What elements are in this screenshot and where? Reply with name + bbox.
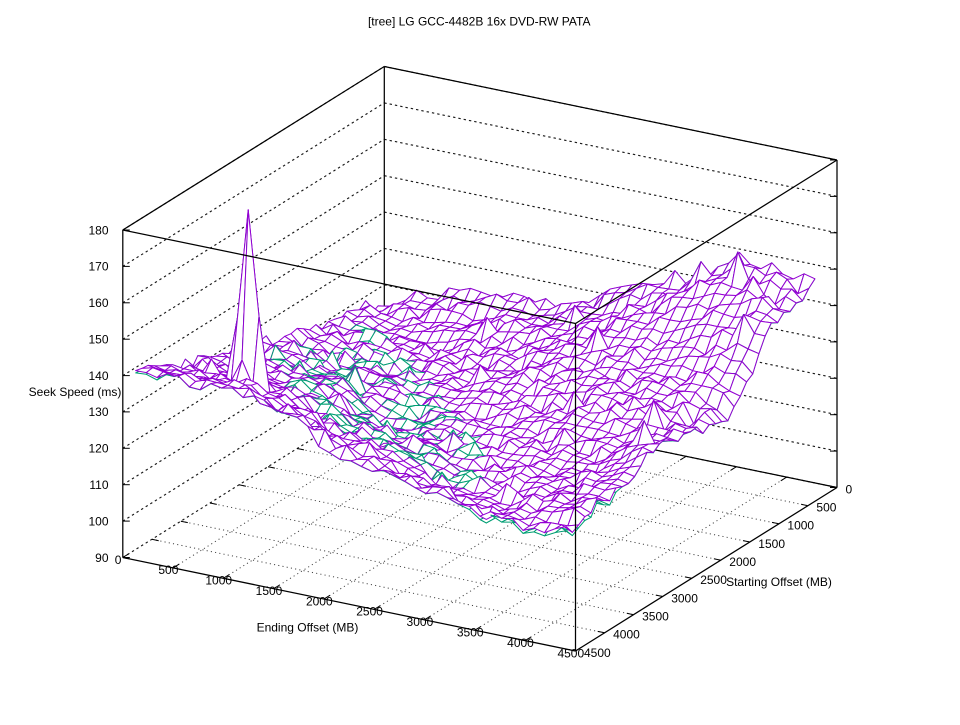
svg-text:150: 150: [88, 333, 108, 347]
svg-text:Starting Offset (MB): Starting Offset (MB): [726, 575, 832, 589]
svg-text:100: 100: [88, 514, 108, 528]
svg-text:90: 90: [95, 551, 109, 565]
svg-text:500: 500: [158, 563, 178, 577]
svg-text:[tree] LG GCC-4482B 16x DVD-RW: [tree] LG GCC-4482B 16x DVD-RW PATA: [368, 15, 591, 29]
svg-text:180: 180: [88, 223, 108, 237]
svg-text:1000: 1000: [205, 574, 232, 588]
svg-text:110: 110: [89, 478, 108, 492]
svg-text:170: 170: [88, 260, 108, 274]
svg-text:4500: 4500: [557, 646, 584, 660]
svg-text:2000: 2000: [306, 594, 333, 608]
svg-text:4000: 4000: [507, 636, 534, 650]
svg-text:0: 0: [846, 482, 853, 496]
svg-text:120: 120: [88, 442, 108, 456]
svg-text:3000: 3000: [407, 615, 434, 629]
svg-text:2500: 2500: [356, 605, 383, 619]
svg-text:2500: 2500: [700, 573, 727, 587]
svg-text:130: 130: [88, 405, 108, 419]
svg-text:3500: 3500: [457, 626, 484, 640]
svg-text:1000: 1000: [787, 519, 814, 533]
svg-text:4500: 4500: [584, 646, 611, 660]
svg-text:140: 140: [88, 369, 108, 383]
svg-text:Ending Offset (MB): Ending Offset (MB): [257, 620, 359, 634]
svg-text:3000: 3000: [671, 591, 698, 605]
svg-text:Seek Speed (ms): Seek Speed (ms): [29, 385, 122, 399]
svg-text:1500: 1500: [256, 584, 283, 598]
svg-text:2000: 2000: [729, 555, 756, 569]
svg-text:500: 500: [816, 501, 836, 515]
svg-text:3500: 3500: [642, 610, 669, 624]
svg-text:4000: 4000: [613, 628, 640, 642]
svg-text:0: 0: [115, 553, 122, 567]
svg-text:1500: 1500: [758, 537, 785, 551]
svg-text:160: 160: [88, 296, 108, 310]
